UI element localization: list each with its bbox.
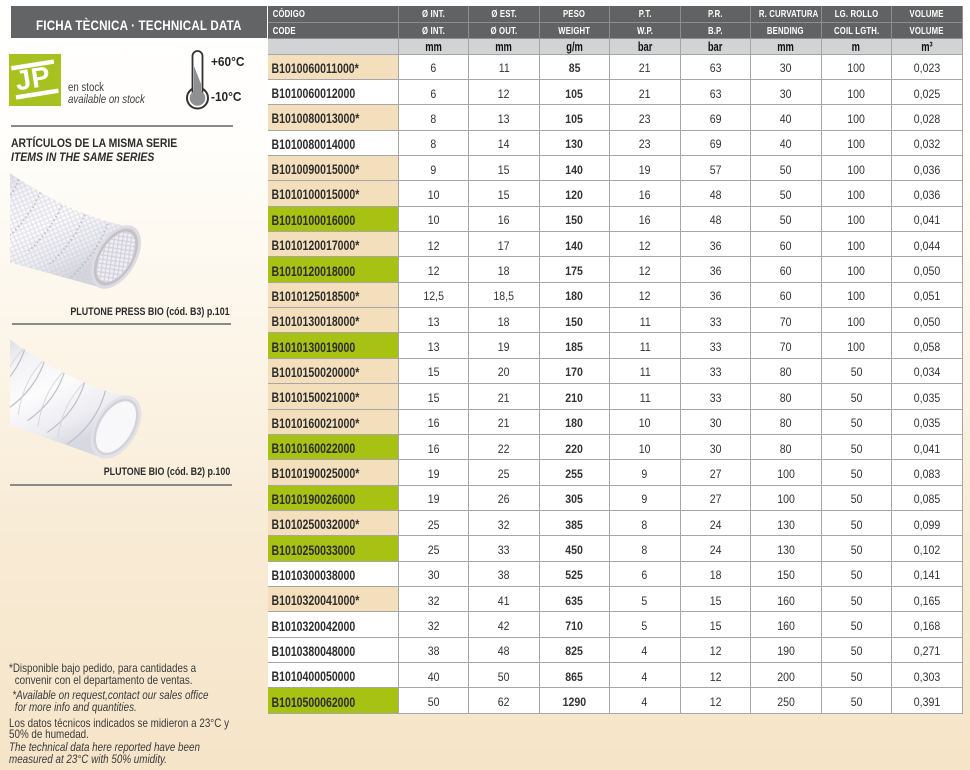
svg-text:JP: JP: [13, 60, 53, 96]
